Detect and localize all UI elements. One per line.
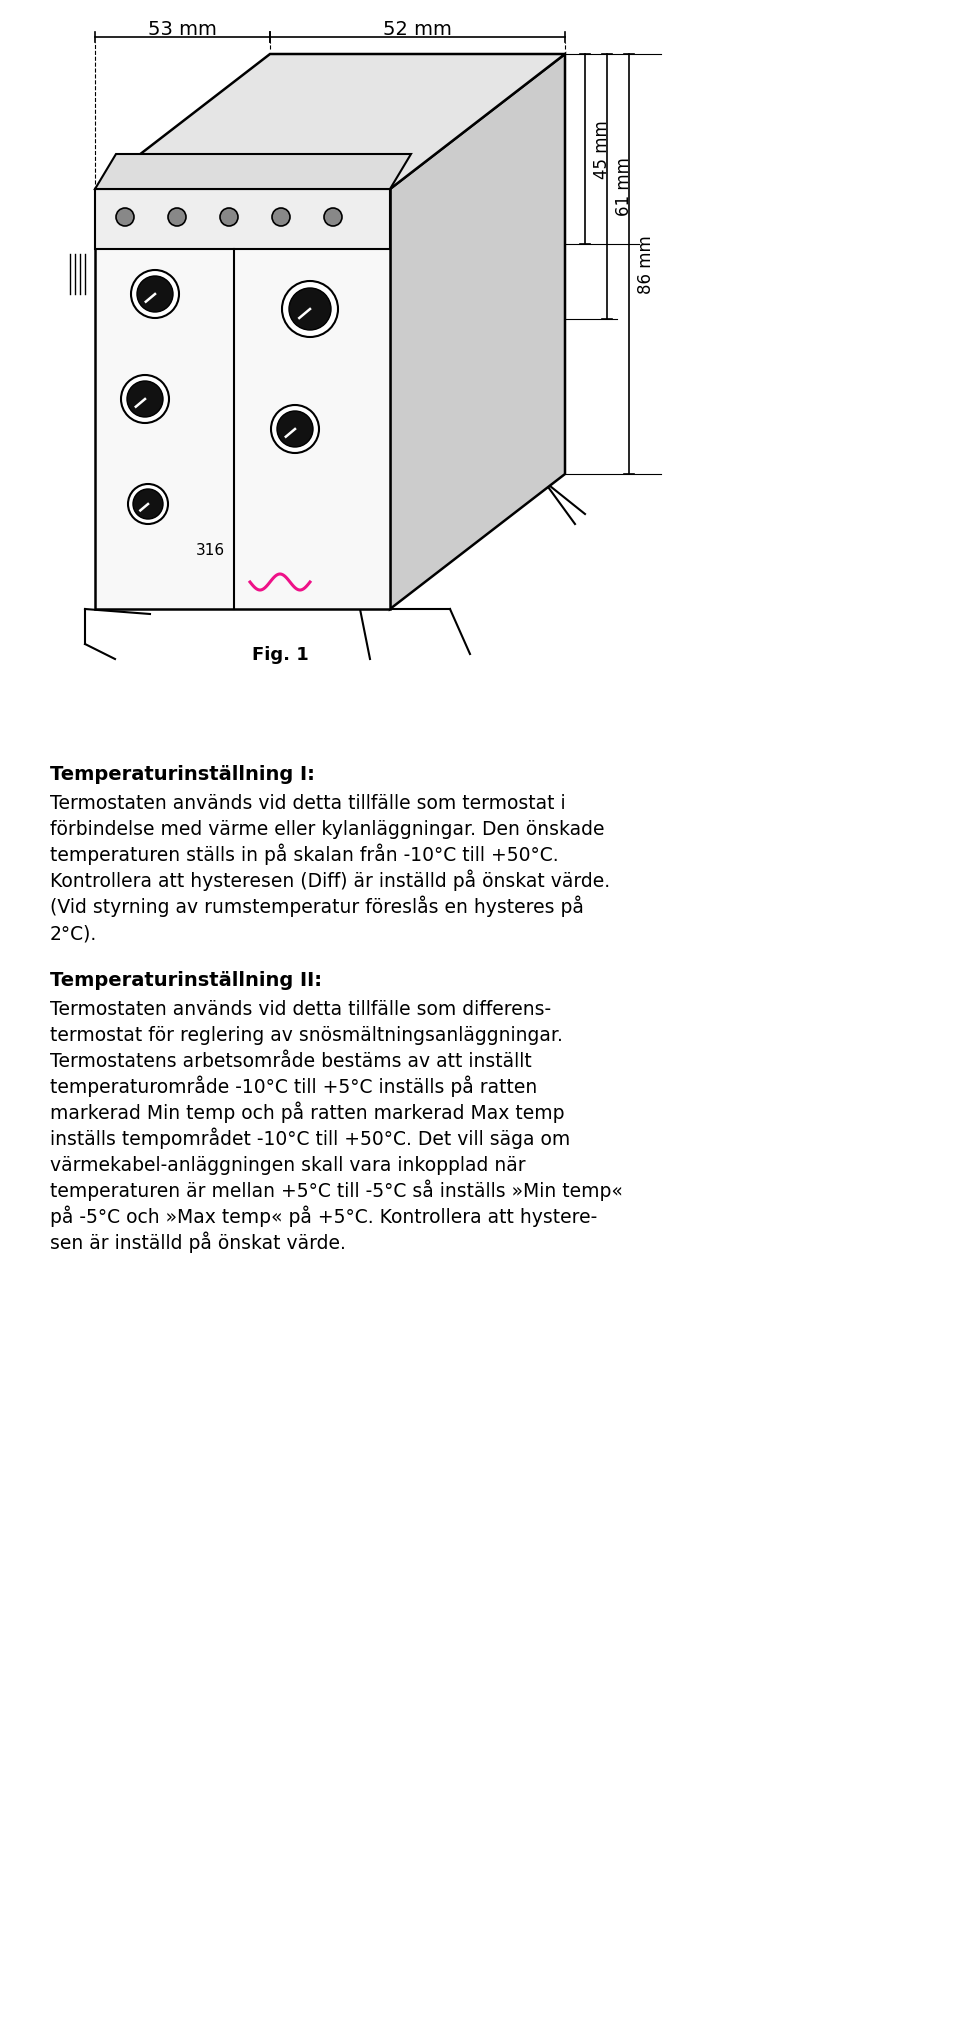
Circle shape [128, 485, 168, 524]
Text: värmekabel-anläggningen skall vara inkopplad när: värmekabel-anläggningen skall vara inkop… [50, 1156, 526, 1174]
Text: 2°C).: 2°C). [50, 924, 97, 942]
Text: inställs tempområdet -10°C till +50°C. Det vill säga om: inställs tempområdet -10°C till +50°C. D… [50, 1128, 570, 1148]
Text: temperaturen är mellan +5°C till -5°C så inställs »Min temp«: temperaturen är mellan +5°C till -5°C så… [50, 1179, 623, 1201]
Polygon shape [95, 55, 565, 190]
Circle shape [324, 208, 342, 226]
Text: 52 mm: 52 mm [383, 20, 451, 39]
Circle shape [133, 489, 163, 520]
Circle shape [137, 277, 173, 312]
Text: förbindelse med värme eller kylanläggningar. Den önskade: förbindelse med värme eller kylanläggnin… [50, 820, 605, 838]
Text: temperaturområde -10°C till +5°C inställs på ratten: temperaturområde -10°C till +5°C inställ… [50, 1075, 538, 1097]
Circle shape [271, 406, 319, 455]
Circle shape [127, 381, 163, 418]
Circle shape [168, 208, 186, 226]
Polygon shape [390, 55, 565, 610]
Text: temperaturen ställs in på skalan från -10°C till +50°C.: temperaturen ställs in på skalan från -1… [50, 842, 559, 865]
Circle shape [282, 281, 338, 338]
Text: Temperaturinställning I:: Temperaturinställning I: [50, 765, 315, 783]
Circle shape [116, 208, 134, 226]
Text: 45 mm: 45 mm [593, 120, 611, 179]
Text: på -5°C och »Max temp« på +5°C. Kontrollera att hystere-: på -5°C och »Max temp« på +5°C. Kontroll… [50, 1205, 597, 1225]
Circle shape [272, 208, 290, 226]
Circle shape [121, 375, 169, 424]
Circle shape [131, 271, 179, 318]
Text: Termostatens arbetsområde bestäms av att inställt: Termostatens arbetsområde bestäms av att… [50, 1052, 532, 1070]
Text: 86 mm: 86 mm [637, 237, 655, 294]
Circle shape [277, 412, 313, 449]
Text: Temperaturinställning II:: Temperaturinställning II: [50, 971, 322, 989]
Text: Termostaten används vid detta tillfälle som termostat i: Termostaten används vid detta tillfälle … [50, 793, 565, 814]
Text: Termostaten används vid detta tillfälle som differens-: Termostaten används vid detta tillfälle … [50, 999, 551, 1017]
Text: termostat för reglering av snösmältningsanläggningar.: termostat för reglering av snösmältnings… [50, 1026, 563, 1044]
Text: 53 mm: 53 mm [148, 20, 216, 39]
Text: markerad Min temp och på ratten markerad Max temp: markerad Min temp och på ratten markerad… [50, 1101, 564, 1121]
Text: 316: 316 [196, 542, 225, 559]
Text: sen är inställd på önskat värde.: sen är inställd på önskat värde. [50, 1232, 346, 1252]
Polygon shape [95, 190, 390, 251]
Text: Kontrollera att hysteresen (Diff) är inställd på önskat värde.: Kontrollera att hysteresen (Diff) är ins… [50, 869, 611, 891]
Text: Fig. 1: Fig. 1 [252, 646, 308, 663]
Text: (Vid styrning av rumstemperatur föreslås en hysteres på: (Vid styrning av rumstemperatur föreslås… [50, 895, 584, 918]
Text: 61 mm: 61 mm [615, 157, 633, 216]
Polygon shape [95, 155, 411, 190]
Circle shape [289, 290, 331, 330]
Polygon shape [95, 190, 390, 610]
Circle shape [220, 208, 238, 226]
